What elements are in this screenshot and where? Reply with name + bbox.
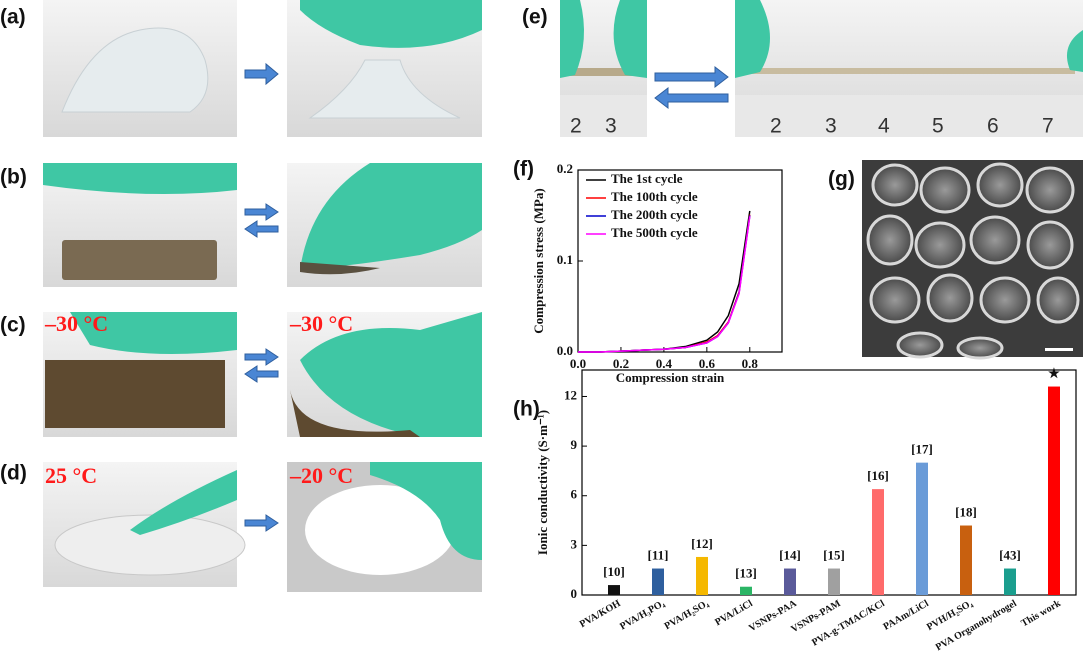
reference-label: ★ [1048,366,1060,381]
reference-label: [43] [999,548,1021,563]
reference-label: [16] [867,468,889,483]
photo-a [43,0,482,137]
legend-label: The 100th cycle [611,189,698,204]
ruler-label: 5 [932,115,944,138]
legend-label: The 500th cycle [611,225,698,240]
x-tick-label: PVA/H₃PO₄ [618,598,667,632]
x-tick-label: 0.0 [570,356,586,371]
x-tick-label: PVA/H₂SO₄ [663,598,711,632]
bar [960,526,972,595]
x-tick-label: PVA/KOH [578,598,623,630]
ruler-label: 2 [570,115,582,138]
x-tick-label: 0.8 [742,356,759,371]
bar [1004,569,1016,595]
reference-label: [15] [823,548,845,563]
photo-b [43,163,482,287]
panel-label: (b) [0,166,27,189]
legend-label: The 200th cycle [611,207,698,222]
reference-label: [11] [648,548,669,563]
y-tick-label: 0.1 [557,252,573,267]
x-axis-title: Compression strain [616,370,725,385]
temperature-label: 25 °C [45,463,97,488]
reference-label: [12] [691,536,713,551]
panel-label: (g) [828,168,855,191]
y-tick-label: 6 [571,487,578,502]
legend-label: The 1st cycle [611,171,683,186]
y-tick-label: 0.2 [557,161,573,176]
panel-label: (e) [522,6,548,29]
bar [740,587,752,595]
ruler-label: 6 [987,115,999,138]
temperature-label: –20 °C [289,463,353,488]
panel-label: (c) [0,314,26,337]
x-tick-label: 0.4 [656,356,673,371]
temperature-label: –30 °C [44,311,108,336]
panel-label: (a) [0,6,26,29]
reference-label: [17] [911,442,933,457]
y-tick-label: 9 [571,437,578,452]
x-tick-label: PVA Organohydrogel [934,598,1019,653]
reference-label: [14] [779,548,801,563]
panel-label: (f) [513,158,534,181]
reference-label: [13] [735,566,757,581]
bar [828,569,840,595]
photo-c [43,312,482,437]
y-tick-label: 3 [571,536,578,551]
y-axis-title: Ionic conductivity (S·m⁻¹) [535,410,550,555]
bar [784,569,796,595]
x-tick-label: 0.2 [613,356,629,371]
y-tick-label: 12 [564,387,577,402]
ruler-label: 3 [605,115,617,138]
bar [608,585,620,595]
x-tick-label: 0.6 [699,356,716,371]
reference-label: [10] [603,564,625,579]
figure: 2 3 2 3 4 5 6 7 (a) (b) (c) (d) (e) (f) … [0,0,1083,667]
bar [1048,387,1060,595]
x-tick-label: PAAm/LiCl [882,598,931,633]
photo-e: 2 3 2 3 4 5 6 7 [560,0,1083,138]
reference-label: [18] [955,504,977,519]
y-tick-label: 0 [571,586,578,601]
ruler-label: 3 [825,115,837,138]
temperature-label: –30 °C [289,311,353,336]
bar [872,489,884,595]
photo-d [43,462,482,592]
sem-image [862,160,1083,358]
ruler-label: 4 [878,115,890,138]
bar [696,557,708,595]
y-axis-title: Compression stress (MPa) [531,188,546,333]
bar [916,463,928,595]
bar [652,569,664,595]
x-tick-label: This work [1019,598,1063,630]
ruler-label: 7 [1042,115,1054,138]
x-tick-label: PVA-g-TMAC/KCl [810,598,887,649]
ruler-label: 2 [770,115,782,138]
panel-label: (d) [0,462,27,485]
